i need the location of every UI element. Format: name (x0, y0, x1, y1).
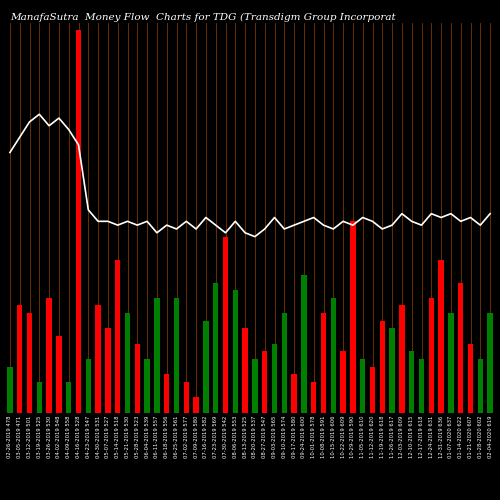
Bar (242, 328, 248, 412)
Bar (272, 344, 277, 412)
Bar (292, 374, 297, 412)
Bar (340, 352, 346, 412)
Bar (144, 359, 150, 412)
Bar (154, 298, 160, 412)
Text: ManafaSutra  Money Flow  Charts for TDG: ManafaSutra Money Flow Charts for TDG (10, 12, 236, 22)
Bar (96, 306, 101, 412)
Bar (350, 222, 356, 412)
Bar (399, 306, 404, 412)
Bar (488, 313, 493, 412)
Bar (66, 382, 71, 412)
Bar (438, 260, 444, 412)
Bar (262, 352, 268, 412)
Bar (105, 328, 110, 412)
Bar (458, 282, 464, 412)
Bar (17, 306, 22, 412)
Bar (27, 313, 32, 412)
Bar (390, 328, 395, 412)
Bar (213, 282, 218, 412)
Bar (203, 320, 208, 412)
Bar (76, 30, 81, 412)
Bar (360, 359, 366, 412)
Text: (Transdigm Group Incorporat: (Transdigm Group Incorporat (240, 12, 396, 22)
Bar (7, 366, 12, 412)
Bar (478, 359, 483, 412)
Bar (252, 359, 258, 412)
Bar (134, 344, 140, 412)
Bar (321, 313, 326, 412)
Bar (380, 320, 385, 412)
Bar (46, 298, 52, 412)
Bar (194, 397, 199, 412)
Bar (301, 275, 306, 412)
Bar (330, 298, 336, 412)
Bar (428, 298, 434, 412)
Bar (56, 336, 62, 412)
Bar (115, 260, 120, 412)
Bar (36, 382, 42, 412)
Bar (223, 236, 228, 412)
Bar (282, 313, 287, 412)
Bar (311, 382, 316, 412)
Bar (419, 359, 424, 412)
Bar (86, 359, 91, 412)
Bar (232, 290, 238, 412)
Bar (468, 344, 473, 412)
Bar (164, 374, 170, 412)
Bar (184, 382, 189, 412)
Bar (409, 352, 414, 412)
Bar (370, 366, 375, 412)
Bar (125, 313, 130, 412)
Bar (174, 298, 179, 412)
Bar (448, 313, 454, 412)
